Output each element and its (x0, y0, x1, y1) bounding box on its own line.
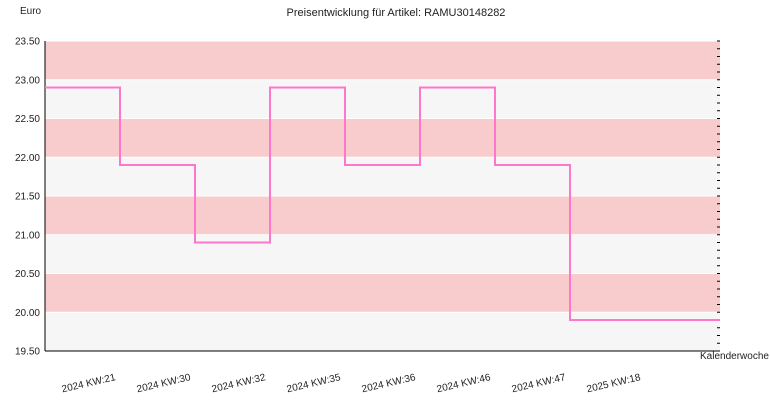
y-tick-label: 22.50 (15, 114, 40, 125)
x-tick-label: 2024 KW:35 (286, 372, 342, 395)
background-bands (45, 41, 720, 351)
y-tick-label: 21.50 (15, 192, 40, 203)
y-tick-label: 20.00 (15, 308, 40, 319)
y-tick-label: 23.00 (15, 75, 40, 86)
y-tick-labels: 19.50 20.00 20.50 21.00 21.50 22.00 22.50 23.00… (15, 37, 40, 358)
band-5 (45, 118, 720, 158)
y-axis-label: Euro (20, 6, 42, 17)
band-1 (45, 273, 720, 313)
y-tick-label: 21.00 (15, 230, 40, 241)
x-tick-label: 2024 KW:21 (61, 372, 117, 395)
band-6 (45, 79, 720, 119)
band-0 (45, 312, 720, 351)
x-tick-label: 2024 KW:36 (361, 372, 417, 395)
x-tick-label: 2025 KW:18 (586, 372, 642, 395)
band-4 (45, 157, 720, 196)
y-tick-label: 22.00 (15, 153, 40, 164)
x-tick-label: 2024 KW:47 (511, 372, 567, 395)
band-7 (45, 41, 720, 80)
series-line (45, 86, 720, 321)
series-group (45, 86, 720, 321)
band-2 (45, 234, 720, 274)
x-tick-label: 2024 KW:30 (136, 372, 192, 395)
x-tick-label: 2024 KW:46 (436, 372, 492, 395)
x-tick-labels: 2024 KW:21 2024 KW:30 2024 KW:32 2024 KW:35… (61, 372, 642, 395)
chart-title: Preisentwicklung für Artikel: RAMU301482… (287, 7, 506, 19)
y-tick-label: 23.50 (15, 37, 40, 48)
band-3 (45, 196, 720, 235)
y-tick-label: 19.50 (15, 347, 40, 358)
x-axis-label: Kalenderwoche (700, 351, 769, 362)
y-tick-label: 20.50 (15, 269, 40, 280)
x-tick-label: 2024 KW:32 (211, 372, 267, 395)
axes (44, 40, 720, 352)
